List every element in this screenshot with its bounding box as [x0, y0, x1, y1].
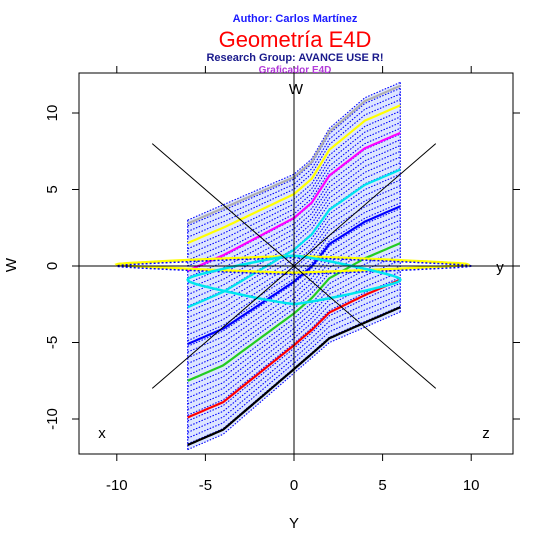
mesh-line [187, 271, 401, 410]
chart-subtitle: Graficador E4D [258, 65, 332, 76]
loop-curves [114, 254, 473, 306]
y-tick-label: 5 [44, 185, 61, 193]
mesh-line [187, 231, 401, 370]
x-tick-label: -5 [199, 477, 212, 494]
chart-title: Geometría E4D [218, 27, 372, 52]
axis-line-z [151, 143, 437, 389]
mesh-line [187, 294, 401, 433]
mesh-line [187, 139, 401, 279]
axis-label-w: W [289, 81, 304, 98]
x-axis-label: Y [289, 515, 299, 532]
axis-label-z: z [482, 425, 490, 442]
y-tick-label: -5 [44, 336, 61, 349]
loop-curve [186, 254, 402, 306]
mesh-line [187, 259, 401, 399]
plot-frame [78, 72, 514, 455]
axes-4d [79, 73, 513, 454]
x-tick-label: 10 [463, 477, 480, 494]
x-tick-label: -10 [106, 477, 128, 494]
y-tick-label: -10 [44, 408, 61, 430]
axis-label-y: y [496, 259, 504, 276]
mesh-line [187, 225, 401, 365]
x-tick-label: 0 [290, 477, 298, 494]
y-tick-label: 10 [44, 105, 61, 122]
x-tick-label: 5 [378, 477, 386, 494]
loop-curve [115, 256, 473, 276]
y-axis-label: W [3, 257, 20, 272]
author-line: Author: Carlos Martínez [232, 13, 358, 25]
y-tick-label: 0 [44, 262, 61, 270]
mesh-line [187, 265, 401, 405]
ticks: -10 -5 0 5 10 -10 -5 0 5 10 [44, 66, 520, 494]
axis-label-x: x [98, 425, 106, 442]
research-group-line: Research Group: AVANCE USE R! [206, 52, 384, 64]
loop-curve [114, 254, 471, 275]
mesh-line [187, 219, 401, 359]
